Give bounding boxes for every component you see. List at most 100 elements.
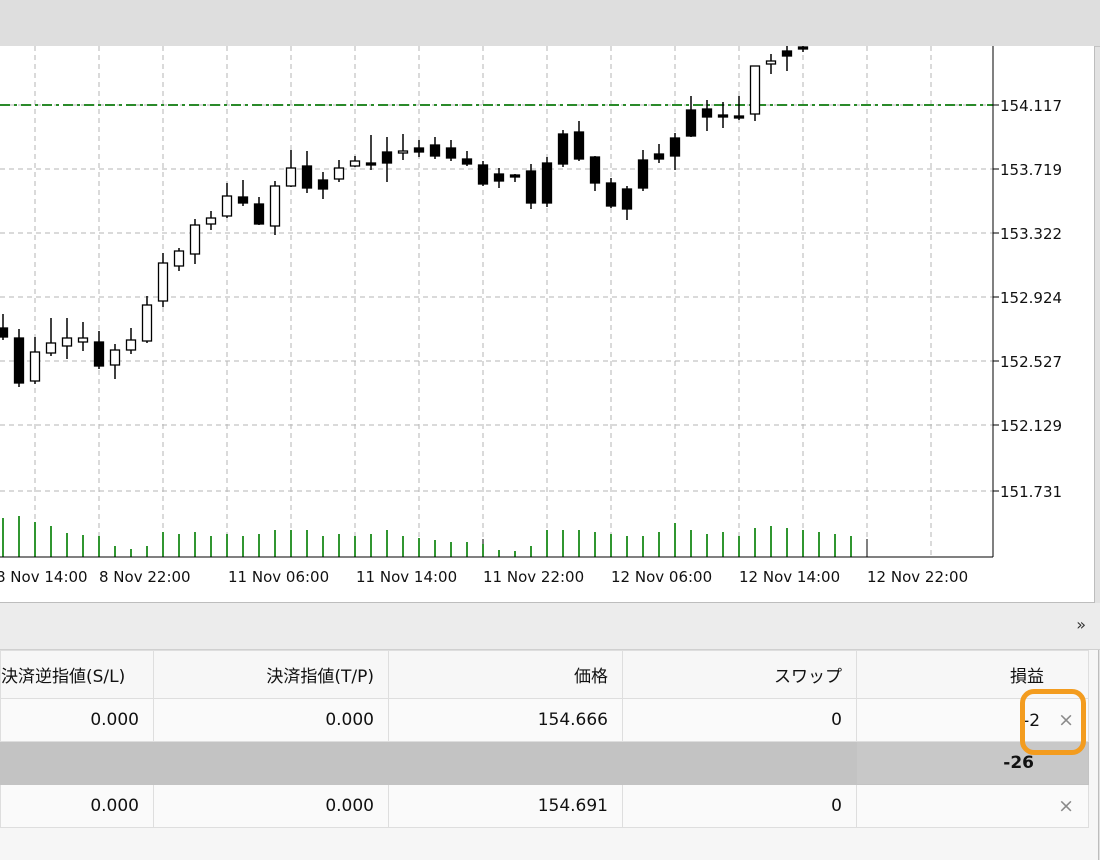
price-cell: 154.666 (388, 698, 623, 742)
close-position-icon[interactable]: × (1058, 709, 1074, 731)
candle (13, 329, 25, 387)
time-label: 12 Nov 06:00 (611, 568, 712, 586)
table-row[interactable]: 0.000 0.000 154.691 0 × (0, 784, 1089, 828)
candle (605, 178, 617, 208)
candle (237, 180, 249, 206)
candle (221, 183, 233, 218)
chart-title-bar (0, 0, 1100, 47)
volume-bars (2, 516, 852, 557)
candle (685, 96, 697, 137)
candle (461, 151, 473, 166)
tp-cell: 0.000 (153, 698, 389, 742)
price-label: 153.719 (1000, 161, 1062, 179)
candle (173, 248, 185, 271)
chart-grid (0, 46, 999, 557)
candle (29, 337, 41, 384)
candle (493, 168, 505, 188)
profit-value: -2 (1023, 711, 1041, 731)
candle (445, 140, 457, 161)
candle (301, 151, 313, 193)
candle (429, 137, 441, 159)
column-header-profit[interactable]: 損益 (856, 650, 1089, 699)
total-profit-cell: -26 (856, 741, 1089, 785)
price-axis: 154.117 153.719 153.322 152.924 152.527 … (1000, 97, 1062, 501)
candle (205, 211, 217, 230)
candle (109, 344, 121, 379)
sl-cell: 0.000 (0, 698, 154, 742)
column-header-sl[interactable]: 決済逆指値(S/L) (0, 650, 154, 699)
candlestick-chart[interactable]: 154.117 153.719 153.322 152.924 152.527 … (0, 46, 1094, 602)
candle (573, 121, 585, 161)
candle (77, 322, 89, 351)
profit-cell: × (856, 784, 1089, 828)
summary-spacer (0, 741, 857, 785)
candle (557, 130, 569, 167)
candle (749, 65, 761, 121)
candle (253, 197, 265, 225)
candle (349, 156, 361, 167)
swap-cell: 0 (622, 698, 857, 742)
candle (701, 100, 713, 131)
expand-panel-button[interactable]: » (1076, 615, 1086, 634)
candle (765, 54, 777, 74)
panel-separator: » (0, 603, 1100, 650)
positions-panel: 決済逆指値(S/L) 決済指値(T/P) 価格 スワップ 損益 0.000 0.… (0, 650, 1099, 860)
total-profit-value: -26 (1003, 753, 1034, 773)
positions-table: 決済逆指値(S/L) 決済指値(T/P) 価格 スワップ 損益 0.000 0.… (0, 650, 1089, 828)
candle (589, 156, 601, 191)
candle (621, 186, 633, 220)
candle (525, 164, 537, 209)
price-label: 154.117 (1000, 97, 1062, 115)
candles (0, 46, 809, 387)
candle (541, 157, 553, 207)
sl-cell: 0.000 (0, 784, 154, 828)
candle (397, 134, 409, 160)
time-axis: 8 Nov 14:00 8 Nov 22:00 11 Nov 06:00 11 … (0, 568, 968, 586)
time-label: 8 Nov 14:00 (0, 568, 88, 586)
candle (365, 135, 377, 170)
column-header-price[interactable]: 価格 (388, 650, 623, 699)
candle (157, 253, 169, 307)
candle (269, 181, 281, 235)
candle (45, 318, 57, 356)
summary-row: -26 (0, 741, 1089, 785)
table-header-row: 決済逆指値(S/L) 決済指値(T/P) 価格 スワップ 損益 (0, 650, 1089, 699)
candle (477, 161, 489, 186)
candle (669, 133, 681, 170)
time-label: 11 Nov 06:00 (228, 568, 329, 586)
candle (509, 174, 521, 182)
candle (189, 219, 201, 264)
price-label: 152.924 (1000, 289, 1062, 307)
candle (317, 172, 329, 199)
candle (285, 150, 297, 187)
table-row[interactable]: 0.000 0.000 154.666 0 -2 × (0, 698, 1089, 742)
candle (797, 46, 809, 52)
candle (653, 144, 665, 163)
candle (733, 96, 745, 120)
price-label: 152.527 (1000, 353, 1062, 371)
candle (781, 46, 793, 71)
candle (61, 318, 73, 359)
time-label: 8 Nov 22:00 (99, 568, 191, 586)
column-header-tp[interactable]: 決済指値(T/P) (153, 650, 389, 699)
candle (141, 296, 153, 343)
profit-cell: -2 × (856, 698, 1089, 742)
price-label: 152.129 (1000, 417, 1062, 435)
candle (93, 331, 105, 369)
candle (717, 102, 729, 128)
tp-cell: 0.000 (153, 784, 389, 828)
time-label: 11 Nov 14:00 (356, 568, 457, 586)
candle (637, 150, 649, 191)
time-label: 12 Nov 22:00 (867, 568, 968, 586)
price-label: 153.322 (1000, 225, 1062, 243)
candle (125, 328, 137, 354)
column-header-swap[interactable]: スワップ (622, 650, 857, 699)
price-cell: 154.691 (388, 784, 623, 828)
candle (381, 137, 393, 182)
candle (413, 140, 425, 157)
close-position-icon[interactable]: × (1058, 795, 1074, 817)
time-label: 11 Nov 22:00 (483, 568, 584, 586)
candle (0, 314, 9, 340)
price-label: 151.731 (1000, 483, 1062, 501)
